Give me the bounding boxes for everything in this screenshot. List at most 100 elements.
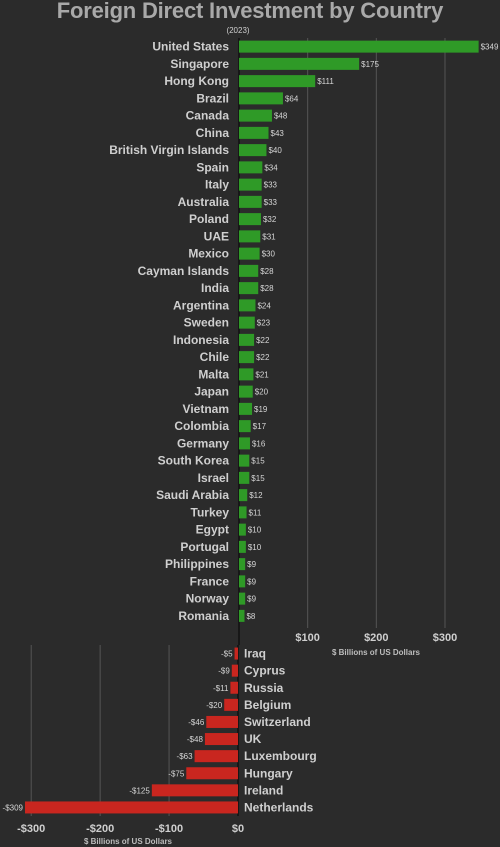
x-tick-label: $300: [433, 632, 457, 644]
category-label: France: [190, 574, 230, 588]
bar-indonesia: [239, 333, 255, 346]
data-label: $21: [255, 370, 269, 379]
data-label: $9: [247, 595, 256, 604]
x-tick-label: $200: [364, 632, 388, 644]
bar-norway: [239, 592, 246, 605]
x-tick-label: $100: [295, 632, 319, 644]
data-label: $48: [274, 112, 288, 121]
category-label: Ireland: [244, 783, 283, 797]
category-label: Brazil: [196, 91, 229, 105]
bar-egypt: [239, 523, 246, 536]
data-label: $23: [257, 319, 271, 328]
data-label: $24: [257, 301, 271, 310]
category-label: Cayman Islands: [138, 264, 230, 278]
x-tick-label: $0: [232, 823, 244, 835]
data-label: $15: [251, 457, 265, 466]
bar-romania: [239, 609, 245, 622]
bar-united-states: [239, 40, 479, 53]
data-label: $33: [264, 198, 278, 207]
category-label: UAE: [204, 229, 229, 243]
x-axis-label: $ Billions of US Dollars: [332, 648, 421, 657]
bar-israel: [239, 471, 250, 484]
category-label: Spain: [196, 160, 229, 174]
data-label: $175: [361, 60, 379, 69]
category-label: Canada: [186, 109, 230, 123]
category-label: Malta: [198, 367, 229, 381]
data-label: $22: [256, 353, 270, 362]
bar-iraq: [234, 647, 238, 660]
category-label: Saudi Arabia: [156, 488, 229, 502]
category-label: British Virgin Islands: [109, 143, 229, 157]
data-label: $8: [246, 612, 255, 621]
bar-mexico: [239, 247, 260, 260]
category-label: Colombia: [174, 419, 229, 433]
data-label: -$309: [3, 803, 24, 812]
category-label: Chile: [200, 350, 230, 364]
bar-colombia: [239, 420, 251, 433]
category-label: Norway: [186, 592, 230, 606]
category-label: Poland: [189, 212, 229, 226]
category-label: Italy: [205, 178, 229, 192]
bar-australia: [239, 195, 262, 208]
bar-hong-kong: [239, 75, 316, 88]
data-label: $34: [264, 163, 278, 172]
data-label: $17: [253, 422, 267, 431]
bar-brazil: [239, 92, 283, 105]
data-label: $30: [262, 250, 276, 259]
data-label: $16: [252, 439, 266, 448]
data-label: $10: [248, 526, 262, 535]
bar-malta: [239, 368, 254, 381]
category-label: Cyprus: [244, 664, 286, 678]
category-label: Philippines: [165, 557, 229, 571]
category-label: Mexico: [188, 247, 229, 261]
data-label: $111: [317, 77, 334, 86]
data-label: $32: [263, 215, 277, 224]
data-label: -$11: [213, 684, 229, 693]
category-label: China: [196, 126, 230, 140]
bar-turkey: [239, 506, 247, 519]
data-label: -$75: [168, 769, 185, 778]
bar-russia: [230, 681, 238, 694]
bar-netherlands: [25, 801, 238, 814]
bar-spain: [239, 161, 263, 174]
category-label: Sweden: [184, 316, 229, 330]
bar-china: [239, 126, 269, 139]
category-label: South Korea: [158, 454, 230, 468]
x-tick-label: -$200: [86, 823, 114, 835]
data-label: -$5: [221, 650, 233, 659]
category-label: Indonesia: [173, 333, 229, 347]
category-label: Egypt: [196, 523, 229, 537]
category-label: Vietnam: [183, 402, 229, 416]
x-tick-label: -$300: [17, 823, 45, 835]
data-label: $12: [249, 491, 263, 500]
category-label: Turkey: [191, 505, 230, 519]
bar-chile: [239, 351, 255, 364]
bar-saudi-arabia: [239, 489, 248, 502]
bar-south-korea: [239, 454, 250, 467]
bar-vietnam: [239, 402, 253, 415]
category-label: Hungary: [244, 766, 293, 780]
data-label: -$48: [187, 735, 204, 744]
data-label: $40: [268, 146, 282, 155]
category-label: Iraq: [244, 647, 266, 661]
data-label: -$20: [206, 701, 223, 710]
data-label: -$9: [218, 667, 230, 676]
category-label: Hong Kong: [164, 74, 229, 88]
category-label: Switzerland: [244, 715, 311, 729]
data-label: $64: [285, 94, 299, 103]
bar-japan: [239, 385, 253, 398]
data-label: $10: [248, 543, 262, 552]
category-label: Russia: [244, 681, 284, 695]
data-label: -$63: [177, 752, 194, 761]
bar-luxembourg: [194, 750, 238, 763]
category-label: Romania: [178, 609, 229, 623]
data-label: $19: [254, 405, 268, 414]
category-label: Australia: [178, 195, 230, 209]
bar-india: [239, 282, 259, 295]
data-label: $22: [256, 336, 270, 345]
bar-canada: [239, 109, 272, 122]
category-label: Germany: [177, 436, 229, 450]
bar-belgium: [224, 698, 238, 711]
bar-cayman-islands: [239, 264, 259, 277]
